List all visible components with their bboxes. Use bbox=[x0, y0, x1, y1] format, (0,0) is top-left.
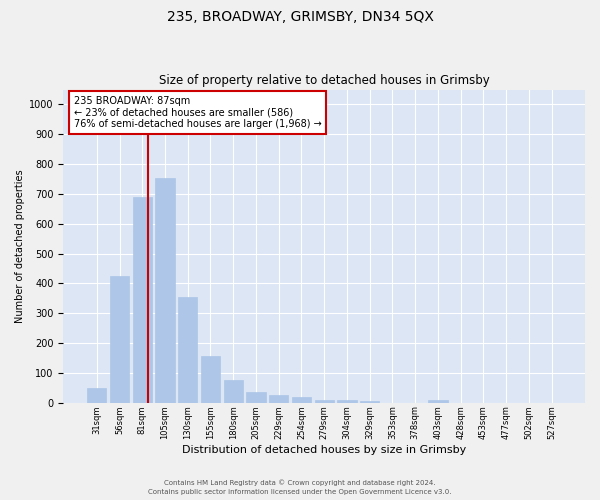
Bar bbox=[337, 400, 356, 402]
Text: 235 BROADWAY: 87sqm
← 23% of detached houses are smaller (586)
76% of semi-detac: 235 BROADWAY: 87sqm ← 23% of detached ho… bbox=[74, 96, 322, 129]
Bar bbox=[269, 394, 289, 402]
Bar bbox=[314, 400, 334, 402]
Bar bbox=[155, 178, 175, 402]
Bar bbox=[110, 276, 129, 402]
Bar bbox=[292, 398, 311, 402]
Bar bbox=[133, 197, 152, 402]
Text: Contains HM Land Registry data © Crown copyright and database right 2024.
Contai: Contains HM Land Registry data © Crown c… bbox=[148, 480, 452, 495]
Bar bbox=[224, 380, 243, 402]
Text: 235, BROADWAY, GRIMSBY, DN34 5QX: 235, BROADWAY, GRIMSBY, DN34 5QX bbox=[167, 10, 433, 24]
Y-axis label: Number of detached properties: Number of detached properties bbox=[15, 170, 25, 323]
Title: Size of property relative to detached houses in Grimsby: Size of property relative to detached ho… bbox=[159, 74, 490, 87]
Bar bbox=[246, 392, 266, 402]
X-axis label: Distribution of detached houses by size in Grimsby: Distribution of detached houses by size … bbox=[182, 445, 466, 455]
Bar bbox=[201, 356, 220, 403]
Bar bbox=[360, 400, 379, 402]
Bar bbox=[428, 400, 448, 402]
Bar bbox=[87, 388, 106, 402]
Bar bbox=[178, 297, 197, 403]
